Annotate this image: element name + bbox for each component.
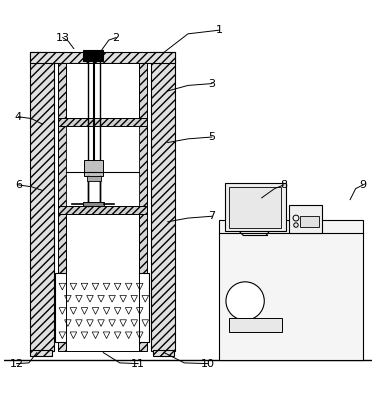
Text: 4: 4 bbox=[15, 112, 22, 122]
Bar bbox=[83, 202, 105, 206]
Text: 10: 10 bbox=[201, 359, 215, 369]
Bar bbox=[219, 220, 363, 360]
Bar bbox=[290, 205, 323, 233]
Text: 11: 11 bbox=[131, 359, 145, 369]
Bar bbox=[67, 63, 139, 351]
Bar bbox=[229, 318, 282, 332]
Text: 2: 2 bbox=[112, 33, 120, 43]
Bar bbox=[300, 216, 319, 227]
Bar bbox=[58, 206, 147, 214]
Bar bbox=[67, 126, 139, 206]
Text: 7: 7 bbox=[208, 211, 215, 221]
Bar bbox=[55, 273, 149, 341]
Bar bbox=[83, 50, 103, 62]
Text: 6: 6 bbox=[15, 180, 22, 190]
Text: 8: 8 bbox=[280, 180, 287, 190]
Bar bbox=[151, 52, 175, 351]
Bar bbox=[139, 63, 147, 351]
Bar bbox=[55, 273, 149, 341]
Bar bbox=[84, 160, 103, 177]
Bar bbox=[30, 52, 53, 351]
Text: 9: 9 bbox=[359, 180, 367, 190]
Bar bbox=[86, 177, 101, 181]
Text: 1: 1 bbox=[216, 25, 223, 35]
Bar bbox=[58, 118, 147, 126]
Bar bbox=[225, 183, 286, 231]
Bar bbox=[30, 52, 175, 63]
Text: 5: 5 bbox=[208, 132, 215, 142]
Text: 13: 13 bbox=[56, 33, 70, 43]
Bar bbox=[153, 350, 174, 356]
Bar bbox=[58, 63, 67, 351]
Circle shape bbox=[226, 282, 264, 320]
Text: 12: 12 bbox=[10, 359, 24, 369]
Bar bbox=[30, 350, 52, 356]
Text: 3: 3 bbox=[208, 79, 215, 89]
Bar bbox=[229, 187, 281, 228]
